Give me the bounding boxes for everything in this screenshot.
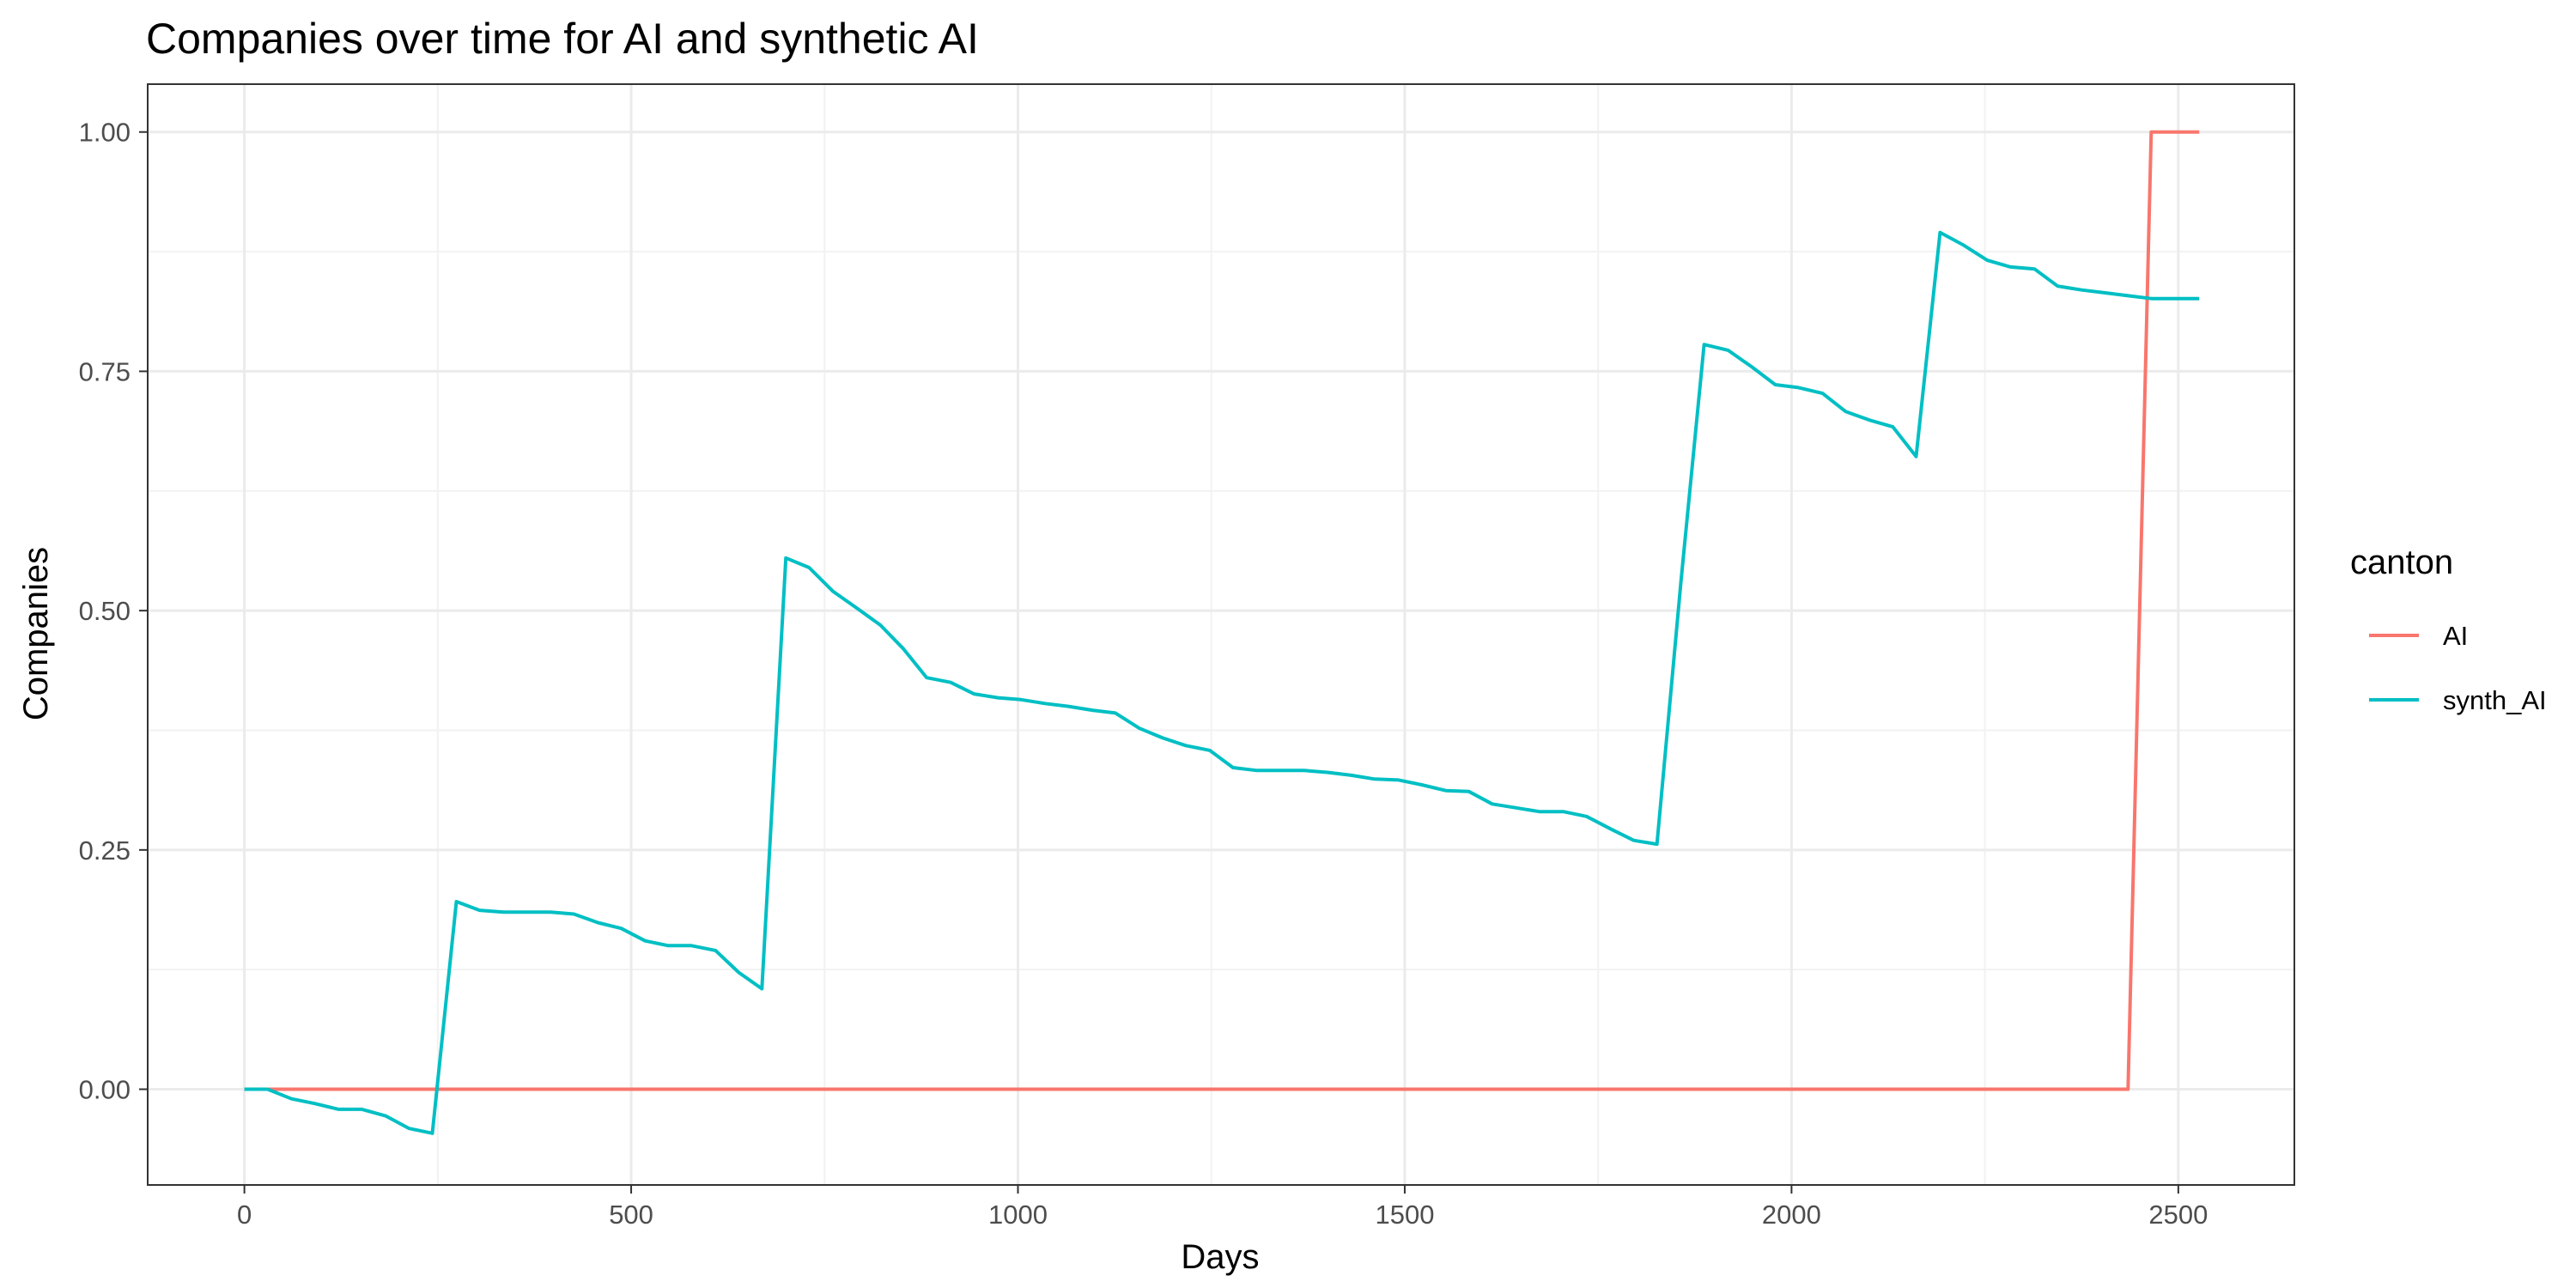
legend-title: canton xyxy=(2350,544,2453,581)
x-tick-label: 500 xyxy=(609,1200,653,1230)
legend: canton AI synth_AI xyxy=(2350,544,2547,715)
legend-label: synth_AI xyxy=(2443,685,2547,715)
x-tick-label: 1500 xyxy=(1375,1200,1434,1230)
series-layer xyxy=(244,130,2200,1135)
x-axis: 0 500 1000 1500 2000 2500 xyxy=(237,1185,2208,1230)
y-tick-label: 0.25 xyxy=(79,835,131,866)
grid-major-lines xyxy=(148,84,2294,1185)
y-axis: 0.00 0.25 0.50 0.75 1.00 xyxy=(79,118,148,1105)
x-axis-title: Days xyxy=(1181,1238,1259,1276)
x-tick-label: 2500 xyxy=(2148,1200,2208,1230)
x-tick-label: 1000 xyxy=(988,1200,1048,1230)
legend-label: AI xyxy=(2443,621,2468,651)
series-line-synth-ai xyxy=(244,230,2200,1135)
y-axis-title: Companies xyxy=(17,547,55,720)
legend-items: AI synth_AI xyxy=(2369,621,2547,715)
y-tick-label: 1.00 xyxy=(79,118,131,148)
series-line-ai xyxy=(244,130,2200,1091)
y-tick-label: 0.50 xyxy=(79,596,131,626)
y-tick-label: 0.75 xyxy=(79,356,131,386)
x-tick-label: 0 xyxy=(237,1200,252,1230)
chart-title: Companies over time for AI and synthetic… xyxy=(146,15,979,63)
plot-panel-border xyxy=(147,83,2295,1186)
x-tick-label: 2000 xyxy=(1762,1200,1821,1230)
y-tick-label: 0.00 xyxy=(79,1075,131,1105)
